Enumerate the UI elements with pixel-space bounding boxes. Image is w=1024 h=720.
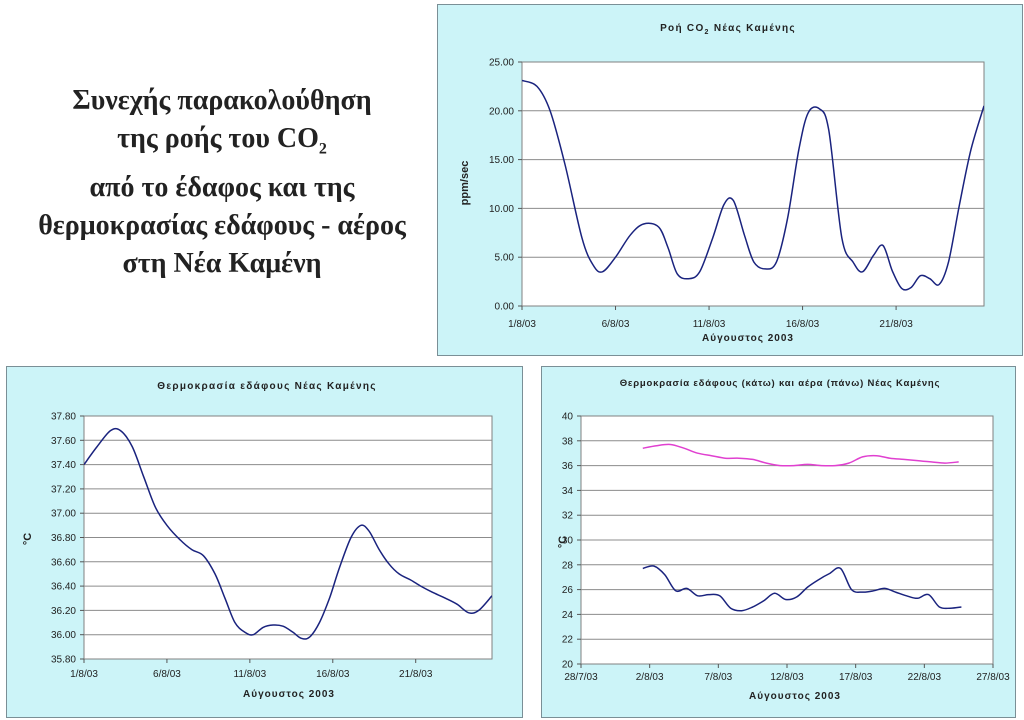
series-line-2 [642, 565, 962, 612]
y-tick-label: 36.20 [51, 606, 76, 617]
y-tick-label: 36.00 [51, 630, 76, 641]
y-tick-label: 22 [562, 635, 574, 646]
main-title-line-5: στη Νέα Καμένη [122, 247, 322, 279]
y-tick-label: 38 [562, 436, 574, 447]
plot-area [521, 61, 985, 307]
y-tick-label: 24 [562, 610, 574, 621]
co2-flux-chart: Ροή CO2 Νέας Καμένης 0.00 5.00 10.00 15.00 2… [459, 23, 985, 344]
x-tick-label: 22/8/03 [908, 672, 942, 683]
x-tick-label: 6/8/03 [153, 669, 181, 680]
series-line-1 [522, 79, 984, 291]
main-title-line-3: από το έδαφος και της [89, 171, 355, 203]
chart-title: Θερμοκρασία εδάφους (κάτω) και αέρα (πάν… [620, 378, 941, 389]
x-axis-label: Αύγουστος 2003 [749, 691, 841, 702]
y-tick-label: 20 [562, 660, 574, 671]
main-title-line-2-text: της ροής του CO [117, 123, 319, 154]
y-tick-label: 20.00 [489, 106, 514, 117]
x-tick-label: 17/8/03 [839, 672, 873, 683]
y-tick-label: 36.80 [51, 533, 76, 544]
y-tick-label: 36.60 [51, 557, 76, 568]
y-axis-label: ppm/sec [459, 161, 471, 206]
x-tick-label: 2/8/03 [636, 672, 664, 683]
x-tick-label: 16/8/03 [786, 319, 820, 330]
x-tick-label: 21/8/03 [879, 319, 913, 330]
soil-temperature-chart: Θερμοκρασία εδάφους Νέας Καμένης 35.80 36… [22, 381, 493, 700]
y-tick-label: 40 [562, 412, 574, 423]
y-tick-label: 36 [562, 461, 574, 472]
main-title-line-4: θερμοκρασίας εδάφους - αέρος [38, 209, 406, 241]
x-tick-label: 7/8/03 [704, 672, 732, 683]
soil-air-temperature-chart: Θερμοκρασία εδάφους (κάτω) και αέρα (πάν… [557, 378, 1010, 702]
chart-title: Ροή CO2 Νέας Καμένης [660, 23, 796, 36]
y-tick-label: 37.80 [51, 412, 76, 423]
x-axis-label: Αύγουστος 2003 [702, 333, 794, 344]
y-tick-label: 15.00 [489, 155, 514, 166]
x-tick-label: 11/8/03 [234, 669, 267, 680]
y-tick-label: 30 [562, 536, 574, 547]
y-axis-label: °C [557, 536, 569, 548]
y-axis-label: °C [22, 533, 34, 545]
main-title-line-2: της ροής του CO2 [0, 120, 444, 169]
series-line-1 [84, 427, 492, 640]
x-tick-label: 21/8/03 [399, 669, 433, 680]
main-title-line-2-subscript: 2 [318, 140, 327, 158]
y-tick-label: 26 [562, 585, 574, 596]
y-tick-label: 32 [562, 511, 574, 522]
x-tick-label: 11/8/03 [693, 319, 726, 330]
y-tick-label: 0.00 [495, 302, 515, 313]
y-tick-label: 25.00 [489, 58, 514, 69]
main-title-line-1: Συνεχής παρακολούθηση [72, 85, 372, 116]
main-title: Συνεχής παρακολούθηση της ροής του CO2 α… [0, 82, 444, 283]
x-axis-label: Αύγουστος 2003 [243, 689, 335, 700]
y-tick-label: 28 [562, 560, 574, 571]
y-tick-label: 10.00 [489, 204, 514, 215]
x-tick-label: 12/8/03 [770, 672, 804, 683]
x-tick-label: 28/7/03 [564, 672, 598, 683]
series-line-1 [642, 443, 959, 467]
y-tick-label: 37.60 [51, 436, 76, 447]
y-tick-label: 36.40 [51, 582, 76, 593]
y-tick-label: 37.20 [51, 484, 76, 495]
co2-flux-chart-panel: Ροή CO2 Νέας Καμένης 0.00 5.00 10.00 15.00 2… [437, 4, 1023, 356]
x-tick-label: 16/8/03 [316, 669, 350, 680]
x-tick-label: 1/8/03 [70, 669, 98, 680]
x-tick-label: 1/8/03 [508, 319, 536, 330]
y-tick-label: 37.40 [51, 460, 76, 471]
y-tick-label: 5.00 [495, 253, 515, 264]
soil-air-temperature-chart-panel: Θερμοκρασία εδάφους (κάτω) και αέρα (πάν… [541, 366, 1016, 718]
x-tick-label: 6/8/03 [602, 319, 630, 330]
x-tick-label: 27/8/03 [976, 672, 1010, 683]
chart-title: Θερμοκρασία εδάφους Νέας Καμένης [157, 381, 377, 392]
y-tick-label: 37.00 [51, 509, 76, 520]
y-tick-label: 35.80 [51, 655, 76, 666]
y-tick-label: 34 [562, 486, 574, 497]
soil-temperature-chart-panel: Θερμοκρασία εδάφους Νέας Καμένης 35.80 36… [6, 366, 523, 718]
